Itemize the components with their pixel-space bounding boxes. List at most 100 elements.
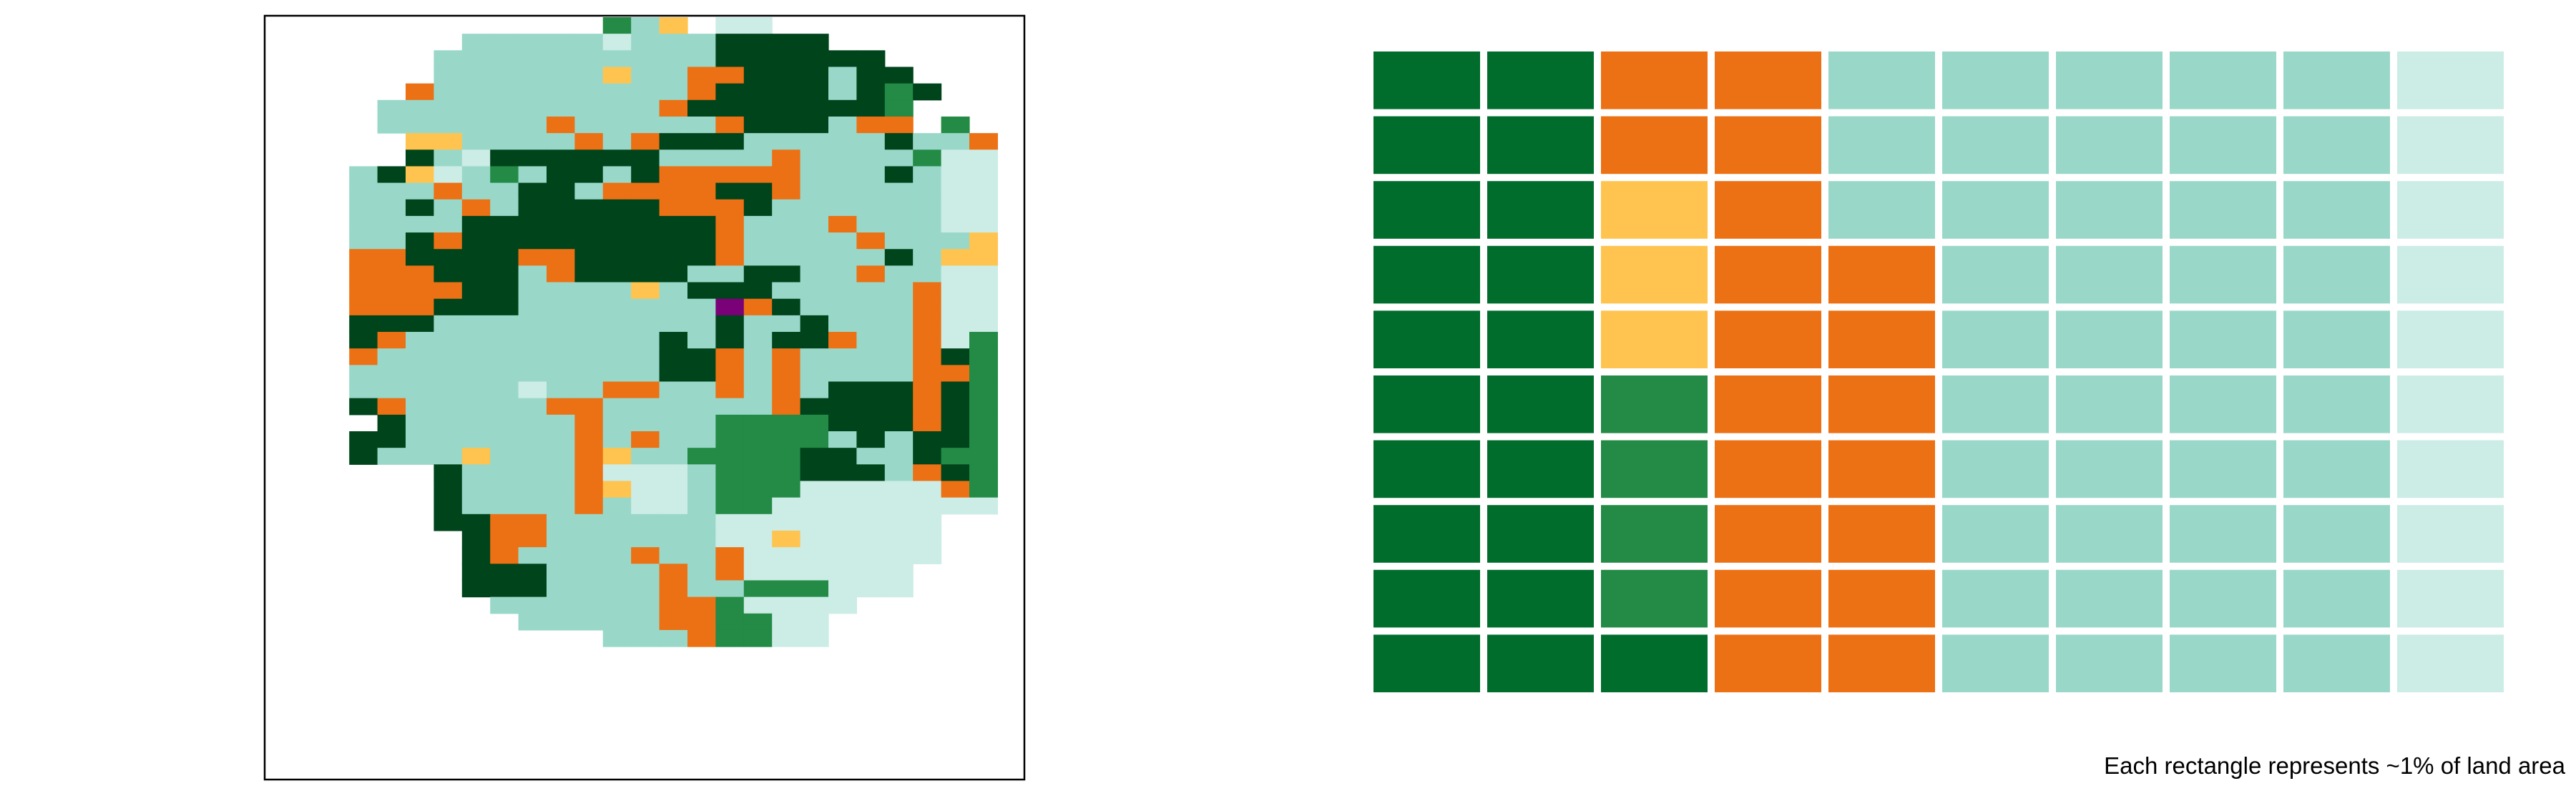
map-cell — [743, 199, 773, 217]
map-cell — [884, 464, 914, 482]
map-cell — [602, 99, 632, 117]
map-cell — [715, 67, 745, 84]
map-cell — [461, 232, 491, 250]
map-cell — [856, 365, 886, 383]
map-cell — [941, 249, 970, 266]
map-cell — [800, 431, 829, 448]
map-cell — [490, 580, 519, 598]
map-cell — [631, 414, 660, 432]
map-cell — [772, 249, 801, 266]
waffle-rectangle — [2283, 310, 2390, 368]
map-cell — [547, 133, 575, 150]
map-cell — [518, 564, 547, 581]
waffle-rectangle — [1487, 51, 1594, 109]
map-cell — [772, 497, 801, 515]
map-cell — [800, 282, 829, 300]
map-cell — [574, 249, 604, 266]
map-cell — [800, 613, 829, 631]
map-cell — [349, 215, 378, 233]
map-cell — [715, 182, 745, 200]
waffle-rectangle — [1828, 51, 1935, 109]
map-cell — [518, 249, 547, 266]
map-cell — [856, 67, 886, 84]
map-cell — [743, 215, 773, 233]
waffle-rectangle — [1942, 440, 2049, 498]
waffle-rectangle — [2170, 51, 2276, 109]
map-cell — [800, 249, 829, 266]
map-cell — [913, 398, 942, 416]
waffle-rectangle — [2397, 505, 2504, 563]
map-cell — [828, 133, 857, 150]
map-cell — [631, 514, 660, 531]
map-cell — [434, 414, 463, 432]
waffle-rectangle — [1715, 505, 1821, 563]
map-cell — [941, 398, 970, 416]
map-cell — [461, 133, 491, 150]
map-cell — [687, 497, 716, 515]
waffle-rectangle — [1715, 181, 1821, 239]
map-cell — [772, 596, 801, 614]
map-cell — [856, 199, 886, 217]
waffle-rectangle — [1828, 116, 1935, 175]
map-cell — [574, 265, 604, 283]
map-cell — [913, 315, 942, 333]
waffle-rectangle — [2056, 116, 2163, 175]
map-cell — [687, 613, 716, 631]
map-cell — [631, 580, 660, 598]
map-cell — [687, 596, 716, 614]
map-cell — [490, 166, 519, 184]
map-cell — [631, 497, 660, 515]
map-cell — [547, 166, 575, 184]
map-cell — [772, 448, 801, 465]
map-cell — [743, 481, 773, 498]
map-cell — [547, 282, 575, 300]
map-cell — [406, 166, 434, 184]
waffle-rectangle — [1715, 634, 1821, 692]
map-cell — [913, 232, 942, 250]
map-cell — [856, 514, 886, 531]
map-cell — [461, 497, 491, 515]
map-cell — [574, 298, 604, 316]
map-cell — [518, 348, 547, 365]
map-cell — [659, 332, 688, 349]
map-cell — [715, 381, 745, 399]
map-cell — [800, 99, 829, 117]
map-cell — [547, 315, 575, 333]
map-cell — [659, 580, 688, 598]
map-cell — [772, 332, 801, 349]
map-cell — [941, 298, 970, 316]
waffle-rectangle — [2397, 116, 2504, 175]
map-cell — [715, 514, 745, 531]
map-cell — [490, 497, 519, 515]
map-cell — [574, 199, 604, 217]
map-cell — [631, 315, 660, 333]
map-cell — [518, 282, 547, 300]
map-cell — [574, 348, 604, 365]
map-cell — [461, 182, 491, 200]
map-cell — [687, 365, 716, 383]
map-cell — [574, 365, 604, 383]
map-cell — [884, 448, 914, 465]
waffle-rectangle — [2056, 245, 2163, 304]
map-cell — [828, 215, 857, 233]
waffle-rectangle — [1601, 181, 1708, 239]
map-cell — [574, 282, 604, 300]
map-cell — [574, 166, 604, 184]
map-cell — [856, 182, 886, 200]
map-cell — [631, 83, 660, 101]
map-cell — [715, 166, 745, 184]
map-cell — [743, 547, 773, 564]
waffle-rectangle — [1942, 181, 2049, 239]
map-cell — [574, 497, 604, 515]
map-cell — [490, 431, 519, 448]
waffle-rectangle — [2170, 505, 2276, 563]
map-cell — [377, 182, 406, 200]
map-cell — [772, 580, 801, 598]
map-cell — [547, 580, 575, 598]
map-cell — [406, 149, 434, 167]
map-cell — [659, 83, 688, 101]
map-cell — [406, 381, 434, 399]
map-cell — [659, 182, 688, 200]
map-cell — [518, 481, 547, 498]
map-cell — [349, 431, 378, 448]
